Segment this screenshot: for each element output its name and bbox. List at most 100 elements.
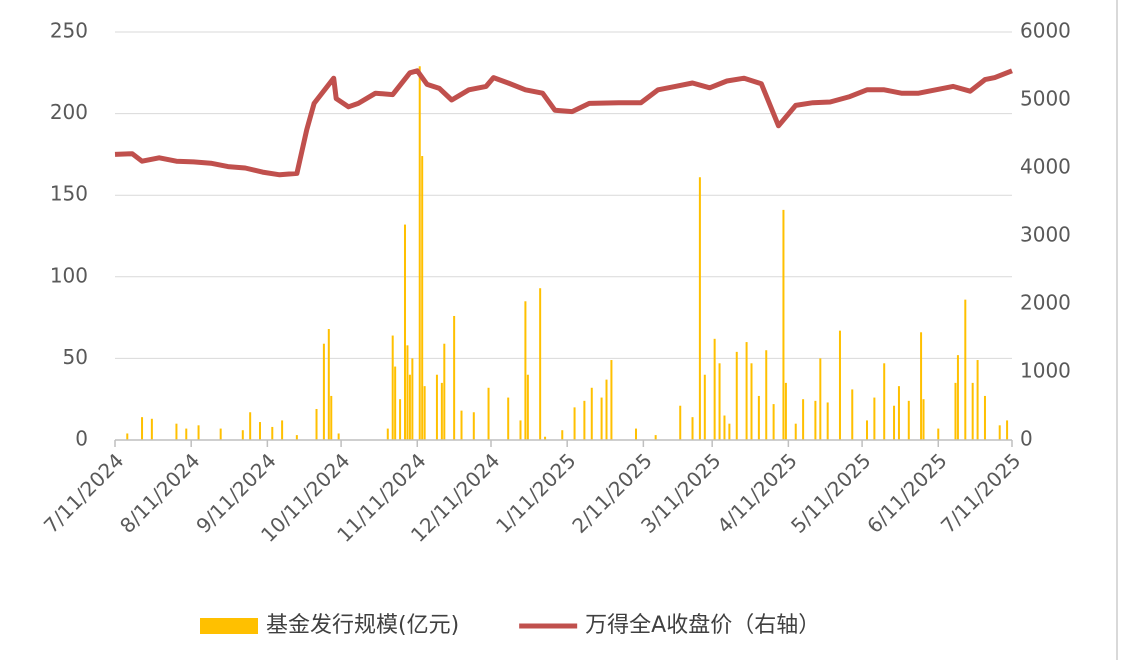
bar <box>406 345 409 440</box>
bar <box>271 426 274 440</box>
bar <box>600 397 603 440</box>
x-tick-label: 5/11/2025 <box>786 448 875 537</box>
bar <box>403 224 406 440</box>
bar <box>141 417 144 440</box>
bar <box>851 389 854 440</box>
bar <box>249 412 252 440</box>
bar <box>524 301 527 440</box>
bar <box>126 433 129 440</box>
bar <box>605 379 608 440</box>
bar <box>772 404 775 440</box>
bar <box>920 332 923 440</box>
bar <box>634 428 637 440</box>
bar <box>883 363 886 440</box>
axes: 0 50 100 150 200 250 0 1000 2000 3000 4000 5000 6000… <box>39 19 1071 547</box>
x-tick-label: 7/11/2025 <box>936 448 1025 537</box>
bar <box>723 415 726 440</box>
bar <box>295 435 298 440</box>
bar <box>794 423 797 440</box>
bar <box>519 420 522 440</box>
y2-tick-label: 0 <box>1020 427 1033 451</box>
bar <box>713 338 716 440</box>
x-tick-label: 1/11/2025 <box>491 448 580 537</box>
bar <box>679 405 682 440</box>
y2-tick-label: 5000 <box>1020 87 1071 111</box>
bar <box>421 156 424 441</box>
bar <box>922 399 925 440</box>
bar <box>819 358 822 440</box>
bar <box>728 423 731 440</box>
bar <box>954 382 957 440</box>
bar <box>391 335 394 440</box>
bar <box>745 342 748 440</box>
y-tick-label: 50 <box>63 345 88 369</box>
bar <box>703 374 706 440</box>
bar <box>258 422 261 440</box>
bar <box>971 382 974 440</box>
grid <box>115 31 1012 359</box>
legend-label: 万得全A收盘价（右轴） <box>585 613 820 638</box>
bar <box>976 360 979 440</box>
bar <box>937 428 940 440</box>
bar <box>573 407 576 440</box>
bar <box>418 66 421 440</box>
bar <box>765 350 768 440</box>
bar <box>826 402 829 440</box>
bar <box>964 299 967 440</box>
bar <box>897 386 900 440</box>
bar <box>281 420 284 440</box>
bar <box>526 374 529 440</box>
bar <box>322 343 325 440</box>
bar <box>956 355 959 440</box>
bar <box>219 428 222 440</box>
bar <box>750 363 753 440</box>
bar <box>873 397 876 440</box>
y2-tick-label: 2000 <box>1020 291 1071 315</box>
bar <box>197 425 200 440</box>
y-tick-label: 150 <box>50 182 88 206</box>
lines <box>114 68 1013 178</box>
bar <box>691 417 694 440</box>
y2-tick-label: 6000 <box>1020 19 1071 43</box>
x-tick-label: 8/11/2024 <box>115 448 204 537</box>
bar <box>241 430 244 440</box>
bar <box>472 412 475 440</box>
bar <box>399 399 402 440</box>
bar <box>698 177 701 441</box>
bar <box>435 374 438 440</box>
y-tick-label: 200 <box>50 100 88 124</box>
legend-swatch <box>200 618 258 634</box>
bar <box>423 386 426 440</box>
bar <box>802 399 805 440</box>
bar <box>453 315 456 440</box>
bars <box>126 66 1009 441</box>
bar <box>150 418 153 440</box>
legend: 基金发行规模(亿元) 万得全A收盘价（右轴） <box>200 613 820 638</box>
bar <box>784 382 787 440</box>
bar <box>386 428 389 440</box>
legend-label: 基金发行规模(亿元) <box>266 613 459 638</box>
bar <box>327 329 330 440</box>
y-tick-label: 100 <box>50 263 88 287</box>
bar <box>411 358 414 440</box>
bar <box>561 430 564 440</box>
bar <box>654 435 657 440</box>
bar <box>507 397 510 440</box>
bar <box>590 387 593 440</box>
y-tick-label: 0 <box>75 427 88 451</box>
bar <box>718 363 721 440</box>
bar <box>175 423 178 440</box>
bar <box>735 351 738 440</box>
bar <box>757 395 760 440</box>
bar <box>440 382 443 440</box>
bar <box>185 428 188 440</box>
bar <box>893 405 896 440</box>
bar <box>583 400 586 440</box>
bar <box>443 343 446 440</box>
y2-tick-label: 1000 <box>1020 359 1071 383</box>
bar <box>315 408 318 440</box>
bar <box>782 209 785 440</box>
line <box>114 68 1013 178</box>
bar <box>907 400 910 440</box>
